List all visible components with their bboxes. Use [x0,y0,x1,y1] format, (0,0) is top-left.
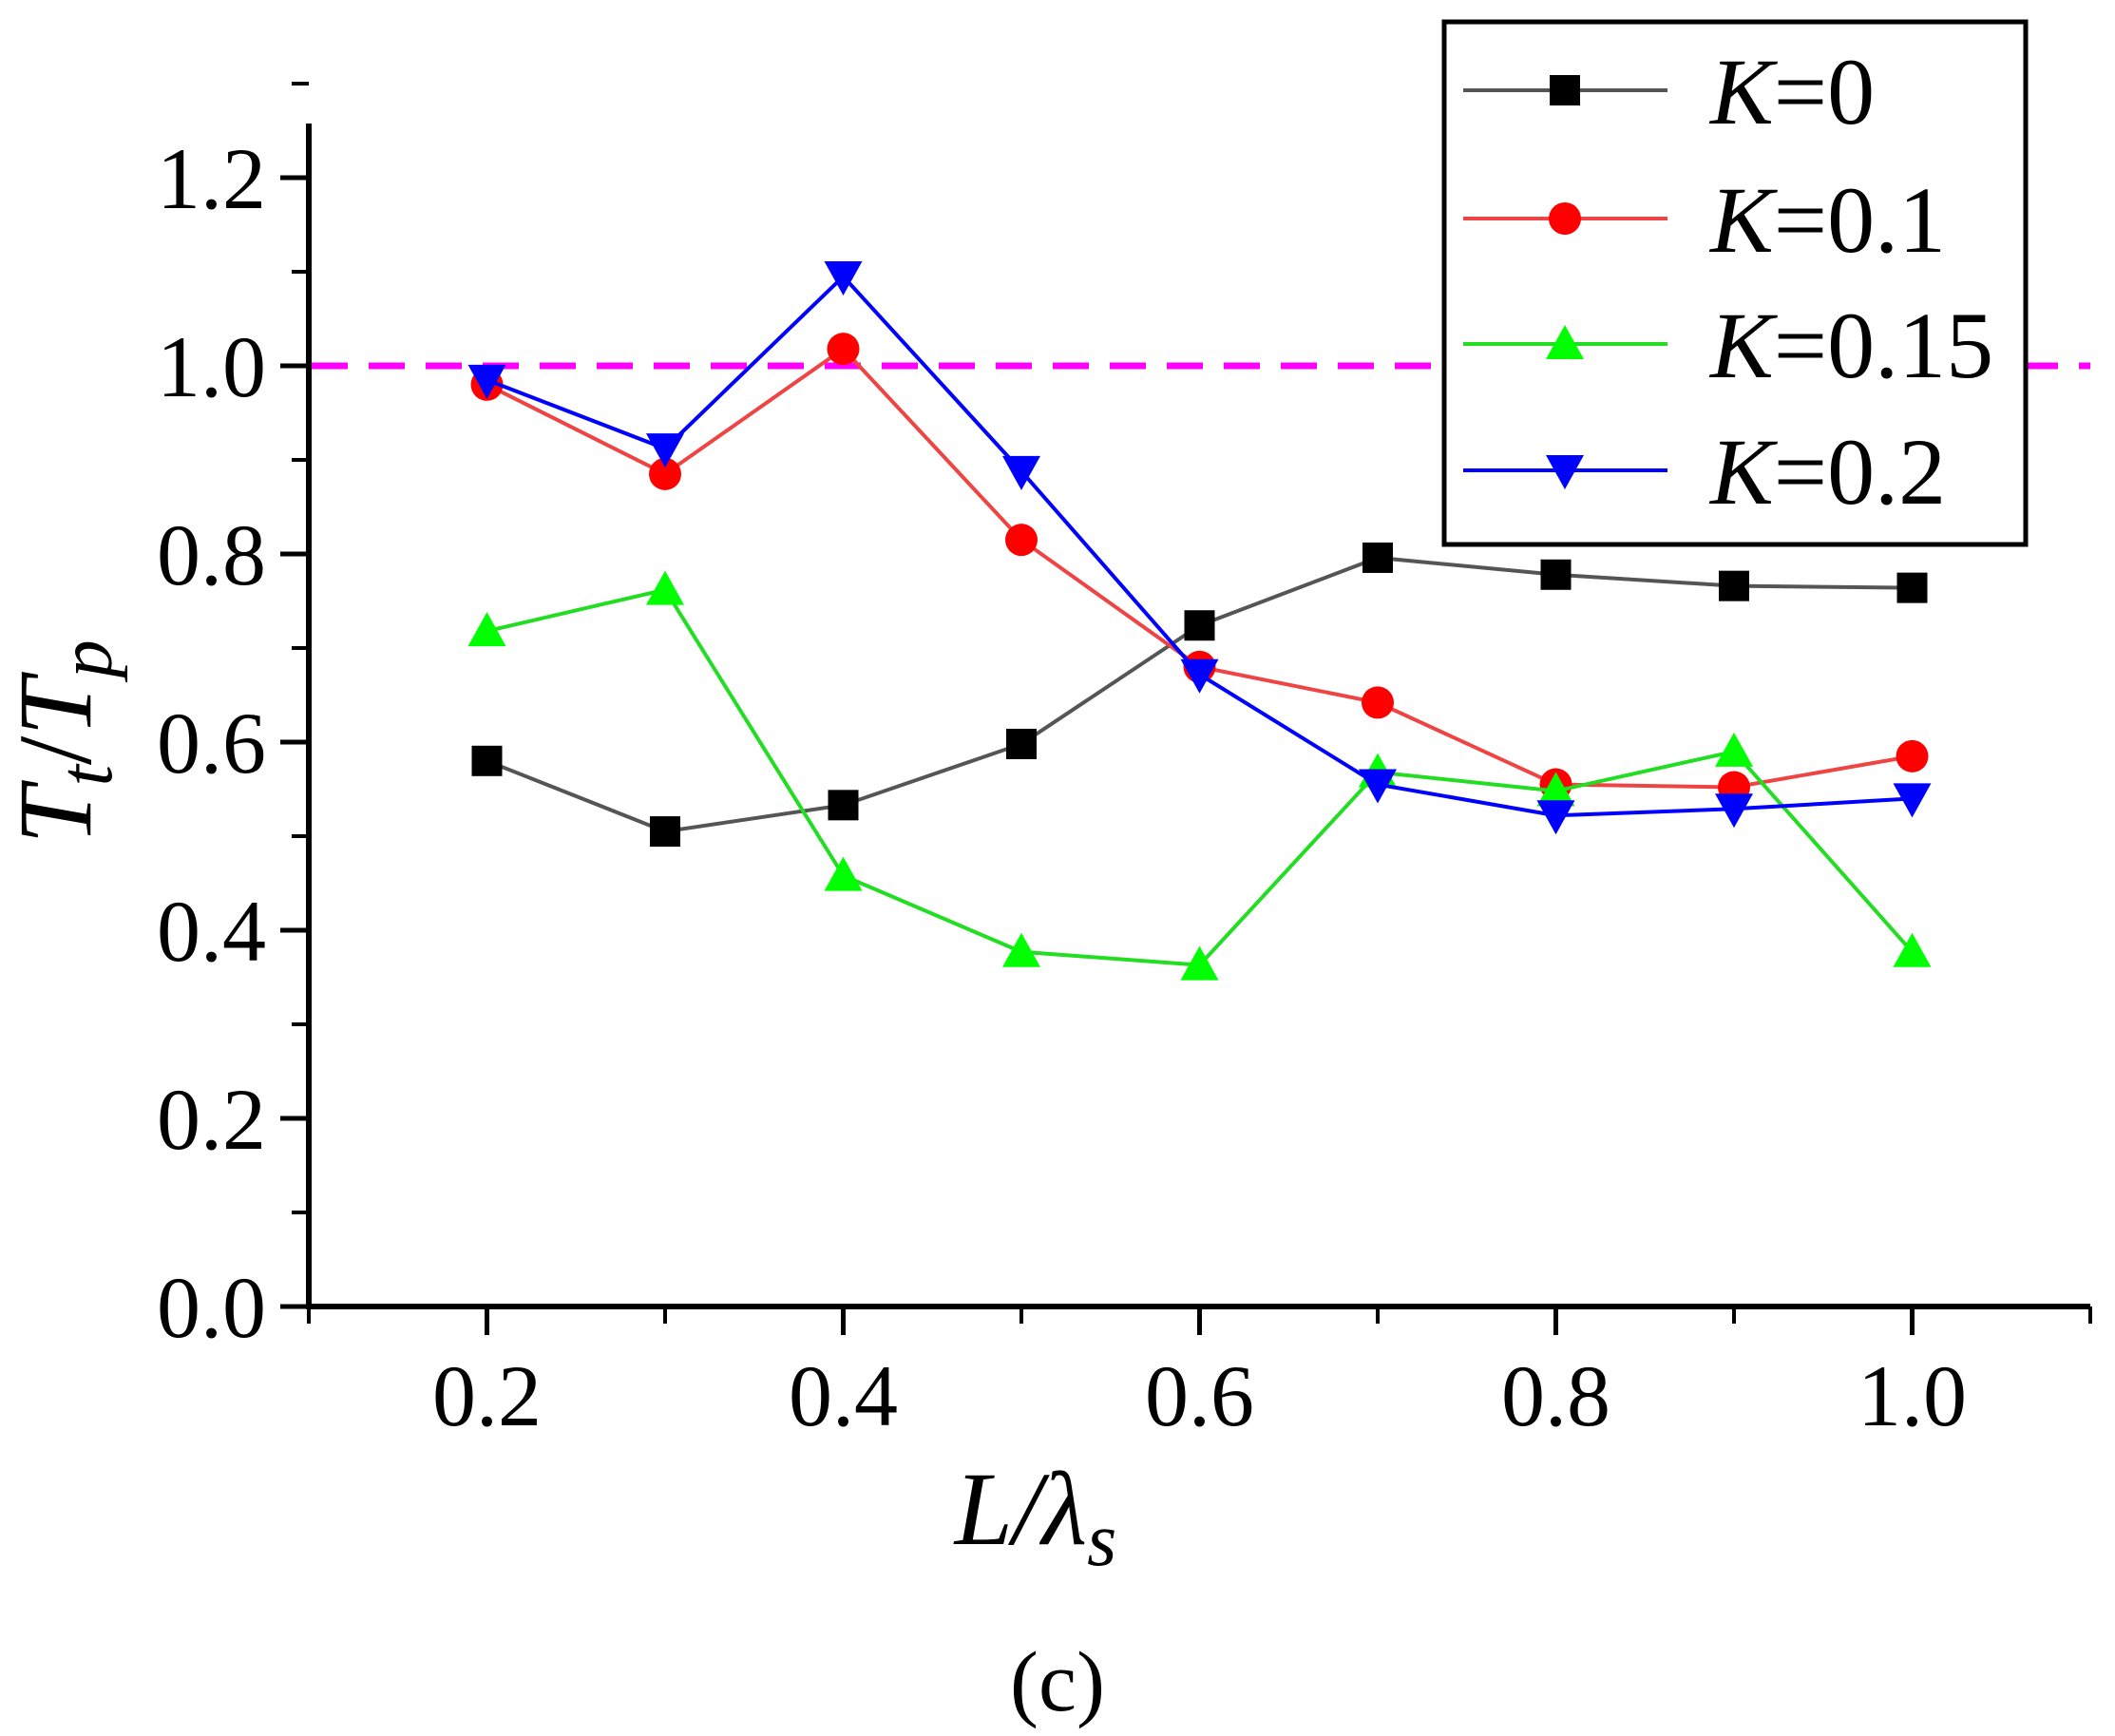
data-point [1715,732,1753,767]
legend-items: K=0K=0.1K=0.15K=0.2 [1463,39,1993,525]
legend-marker [1546,455,1584,489]
series-3 [467,570,1932,981]
y-label-t1: T [0,780,113,845]
x-tick-label: 0.8 [1501,1347,1610,1444]
y-tick-label: 0.2 [157,1071,266,1168]
axes: 0.0 0.2 0.4 0.6 0.8 1.0 1.2 0.2 0.4 0.6 0.8 1.0 [157,82,2092,1444]
legend-marker [1549,202,1581,235]
data-point [1536,800,1575,835]
data-point [1893,783,1932,818]
data-point [1896,572,1928,603]
data-point [649,457,681,490]
legend-k-value: =0.15 [1774,293,1993,398]
data-point [1540,559,1572,590]
legend-k-value: =0.1 [1774,167,1946,273]
legend-item: K=0.1 [1463,167,1946,273]
x-tick-label: 0.4 [789,1347,898,1444]
legend-k-symbol: K [1708,419,1778,525]
y-tick-label: 1.2 [157,130,266,227]
x-label-main: L/λ [953,1451,1087,1567]
y-tick-label: 0.4 [157,883,266,980]
data-point [1006,728,1037,759]
data-point [1005,524,1038,557]
legend-label: K=0 [1708,39,1875,144]
legend-label: K=0.2 [1708,419,1946,525]
y-label-sub1: t [45,763,128,786]
data-point [1362,542,1393,573]
data-point [824,856,863,891]
data-point [1184,610,1215,641]
legend: K=0K=0.1K=0.15K=0.2 [1441,19,2029,547]
data-point [467,612,506,647]
x-tick-label: 1.0 [1858,1347,1967,1444]
legend-k-symbol: K [1708,39,1778,144]
data-point [1180,658,1219,694]
y-tick-label: 1.0 [157,318,266,415]
legend-item: K=0 [1463,39,1875,144]
data-point [646,570,684,605]
x-tick-label: 0.6 [1145,1347,1254,1444]
data-point [1359,769,1397,804]
data-point [827,333,860,366]
series-4 [467,260,1932,835]
legend-label: K=0.15 [1708,293,1993,398]
y-tick-label: 0.0 [157,1259,266,1356]
data-point [1536,772,1575,807]
y-tick-label: 0.6 [157,695,266,792]
data-point [1362,686,1394,719]
legend-k-value: =0 [1774,39,1875,144]
y-label-slash: / [0,735,113,765]
y-axis-label: Tt/Tp [0,639,128,844]
data-point [646,433,684,468]
y-label-sub2: p [45,639,128,682]
legend-box [1441,19,2029,547]
data-point [467,364,506,399]
data-point [471,745,503,776]
data-point [1715,793,1753,829]
y-tick-label: 0.8 [157,506,266,603]
x-tick-label: 0.2 [432,1347,542,1444]
legend-item: K=0.15 [1463,293,1993,398]
series-layer [467,260,1932,981]
legend-label: K=0.1 [1708,167,1946,273]
data-point [828,790,859,821]
legend-marker [1546,325,1584,359]
data-point [1896,739,1929,773]
data-point [1719,570,1749,601]
legend-k-symbol: K [1708,293,1778,398]
data-point [1893,932,1932,967]
data-point [824,260,863,296]
x-ticks: 0.2 0.4 0.6 0.8 1.0 [307,1307,2092,1444]
data-point [1002,455,1040,490]
data-point [1002,932,1040,967]
x-axis-label: L/λs [953,1451,1117,1582]
legend-k-symbol: K [1708,167,1778,273]
data-point [650,816,680,848]
series-1 [471,542,1928,848]
y-ticks: 0.0 0.2 0.4 0.6 0.8 1.0 1.2 [157,82,309,1356]
panel-label: (c) [1010,1635,1105,1729]
data-point [1180,945,1219,981]
legend-k-value: =0.2 [1774,419,1946,525]
y-label-t2: T [0,672,113,736]
x-label-sub: s [1087,1498,1116,1582]
legend-item: K=0.2 [1463,419,1946,525]
legend-marker [1550,75,1580,105]
